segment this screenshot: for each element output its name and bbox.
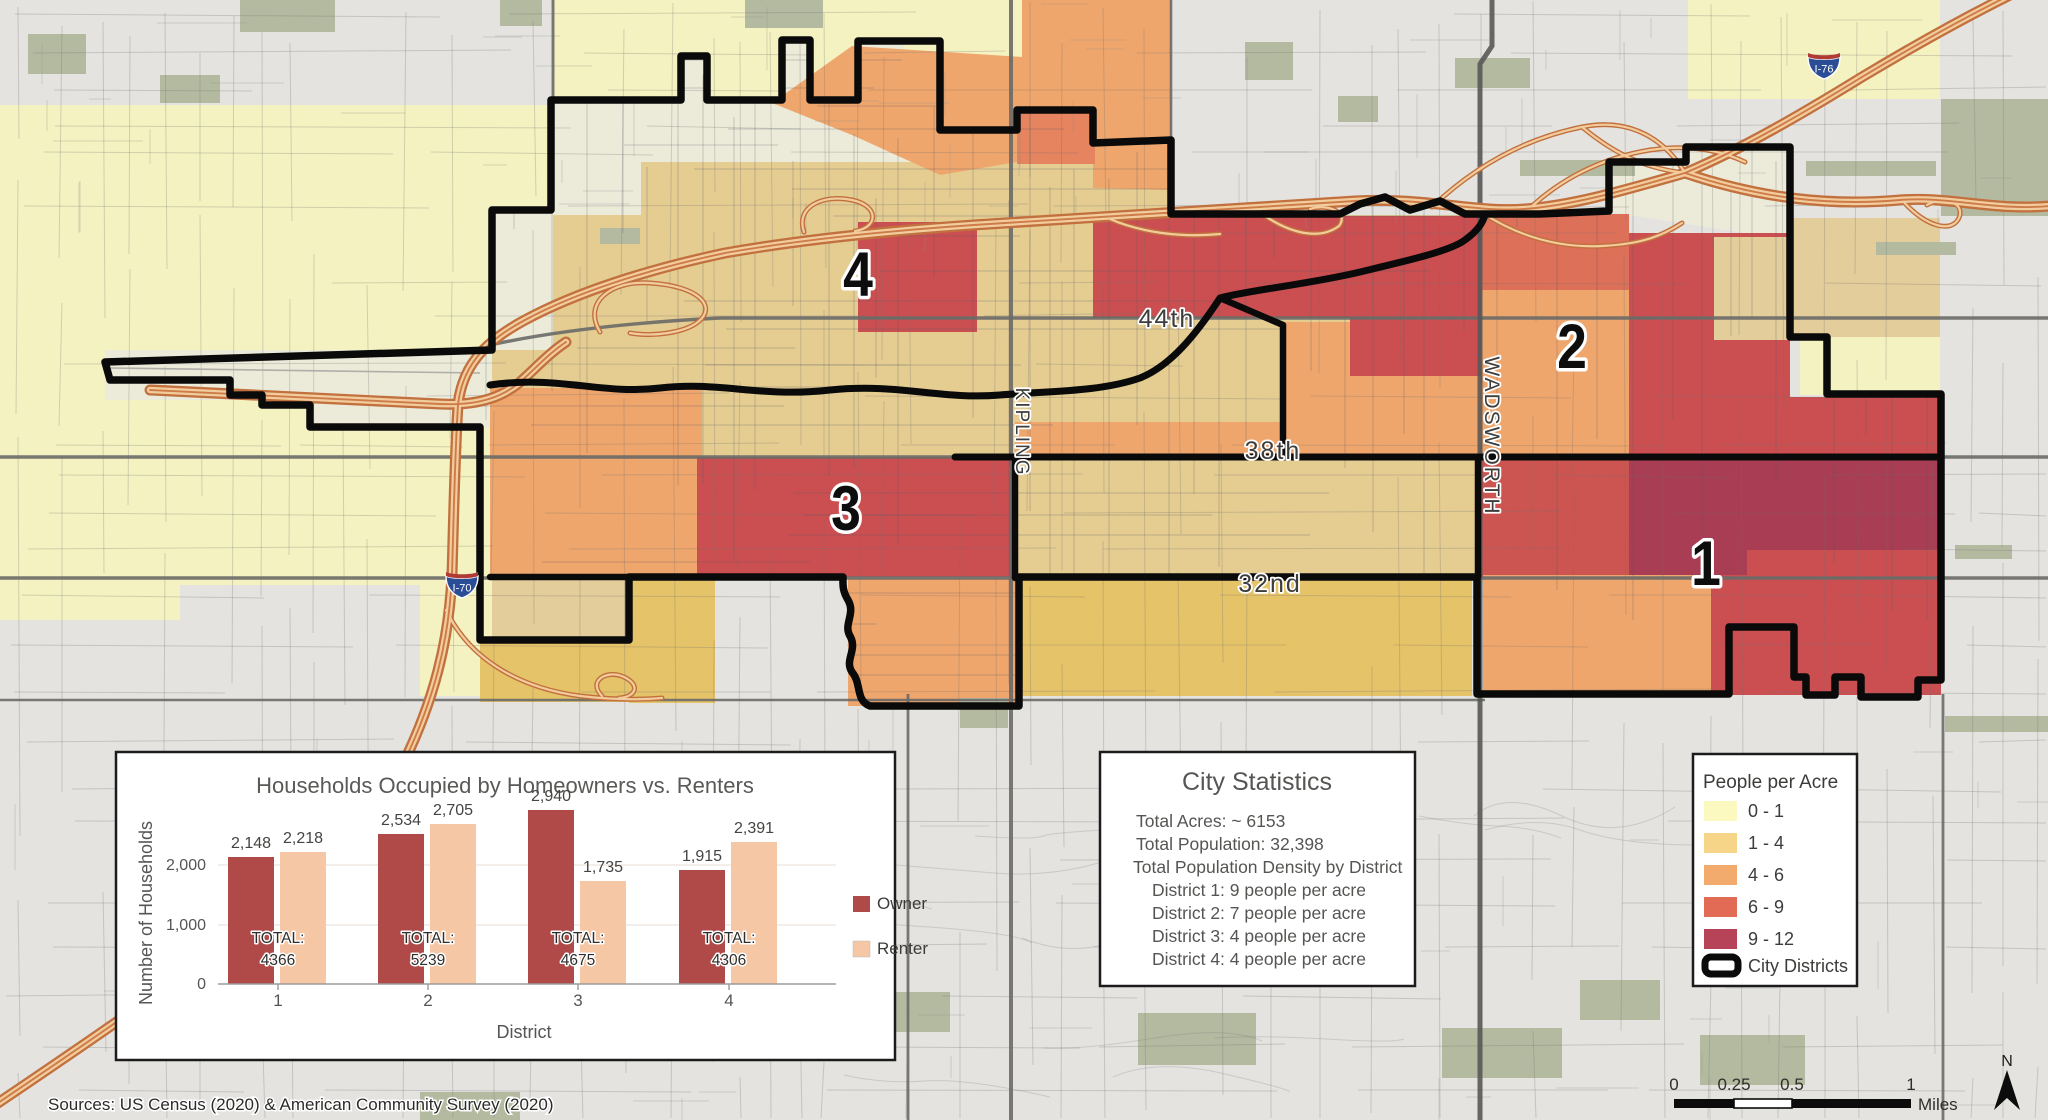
- svg-text:3: 3: [831, 474, 861, 544]
- svg-text:4: 4: [724, 991, 733, 1010]
- svg-text:4306: 4306: [712, 952, 746, 969]
- svg-text:1,735: 1,735: [583, 859, 623, 876]
- svg-text:I-76: I-76: [1815, 64, 1834, 76]
- svg-text:District 1: 9 people per acre: District 1: 9 people per acre: [1152, 880, 1366, 900]
- svg-text:TOTAL:: TOTAL:: [552, 930, 605, 947]
- svg-text:4366: 4366: [261, 952, 295, 969]
- svg-text:32nd: 32nd: [1238, 570, 1302, 598]
- svg-text:0: 0: [1669, 1075, 1678, 1094]
- svg-text:6 - 9: 6 - 9: [1748, 897, 1784, 917]
- svg-text:1,000: 1,000: [166, 917, 206, 934]
- svg-text:2,218: 2,218: [283, 830, 323, 847]
- svg-text:2,000: 2,000: [166, 857, 206, 874]
- svg-text:5239: 5239: [411, 952, 445, 969]
- svg-text:2,391: 2,391: [734, 820, 774, 837]
- svg-text:City Districts: City Districts: [1748, 956, 1848, 976]
- svg-text:District 3: 4 people per acre: District 3: 4 people per acre: [1152, 926, 1366, 946]
- svg-text:City Statistics: City Statistics: [1182, 768, 1332, 796]
- svg-text:KIPLING: KIPLING: [1011, 388, 1032, 477]
- svg-text:Miles: Miles: [1918, 1095, 1958, 1114]
- svg-text:N: N: [2001, 1053, 2013, 1070]
- svg-text:38th: 38th: [1245, 437, 1302, 465]
- svg-text:District: District: [497, 1022, 552, 1042]
- svg-text:District 4: 4 people per acre: District 4: 4 people per acre: [1152, 949, 1366, 969]
- svg-text:2,940: 2,940: [531, 788, 571, 805]
- svg-text:TOTAL:: TOTAL:: [703, 930, 756, 947]
- svg-text:2,705: 2,705: [433, 802, 473, 819]
- svg-text:Sources: US Census (2020) & Am: Sources: US Census (2020) & American Com…: [48, 1095, 553, 1114]
- svg-text:44th: 44th: [1139, 305, 1196, 333]
- svg-text:1 - 4: 1 - 4: [1748, 833, 1784, 853]
- svg-text:3: 3: [573, 991, 582, 1010]
- svg-text:Total Acres: ~ 6153: Total Acres: ~ 6153: [1136, 811, 1285, 831]
- svg-text:People per Acre: People per Acre: [1703, 772, 1838, 793]
- svg-text:2: 2: [1557, 312, 1587, 382]
- svg-text:2,148: 2,148: [231, 835, 271, 852]
- svg-text:0: 0: [197, 976, 206, 993]
- svg-text:I-70: I-70: [453, 583, 472, 595]
- svg-text:Owner: Owner: [877, 894, 927, 913]
- svg-text:Number of Households: Number of Households: [136, 821, 156, 1005]
- svg-text:District 2: 7 people per acre: District 2: 7 people per acre: [1152, 903, 1366, 923]
- svg-text:WADSWORTH: WADSWORTH: [1480, 356, 1503, 515]
- svg-text:9 - 12: 9 - 12: [1748, 929, 1794, 949]
- svg-text:4: 4: [843, 240, 873, 310]
- svg-text:Households Occupied by Homeown: Households Occupied by Homeowners vs. Re…: [256, 773, 754, 798]
- svg-text:Total Population Density by Di: Total Population Density by District: [1133, 857, 1403, 877]
- svg-text:1: 1: [1691, 529, 1721, 599]
- svg-text:2: 2: [423, 991, 432, 1010]
- svg-text:Renter: Renter: [877, 939, 928, 958]
- svg-text:1: 1: [273, 991, 282, 1010]
- svg-text:4 - 6: 4 - 6: [1748, 865, 1784, 885]
- svg-text:2,534: 2,534: [381, 812, 421, 829]
- svg-text:Total Population: 32,398: Total Population: 32,398: [1136, 834, 1324, 854]
- svg-text:1: 1: [1906, 1075, 1915, 1094]
- svg-text:0 - 1: 0 - 1: [1748, 801, 1784, 821]
- svg-text:0.25: 0.25: [1717, 1075, 1750, 1094]
- svg-text:TOTAL:: TOTAL:: [402, 930, 455, 947]
- svg-text:TOTAL:: TOTAL:: [252, 930, 305, 947]
- svg-text:0.5: 0.5: [1780, 1075, 1804, 1094]
- svg-text:4675: 4675: [561, 952, 595, 969]
- svg-text:1,915: 1,915: [682, 848, 722, 865]
